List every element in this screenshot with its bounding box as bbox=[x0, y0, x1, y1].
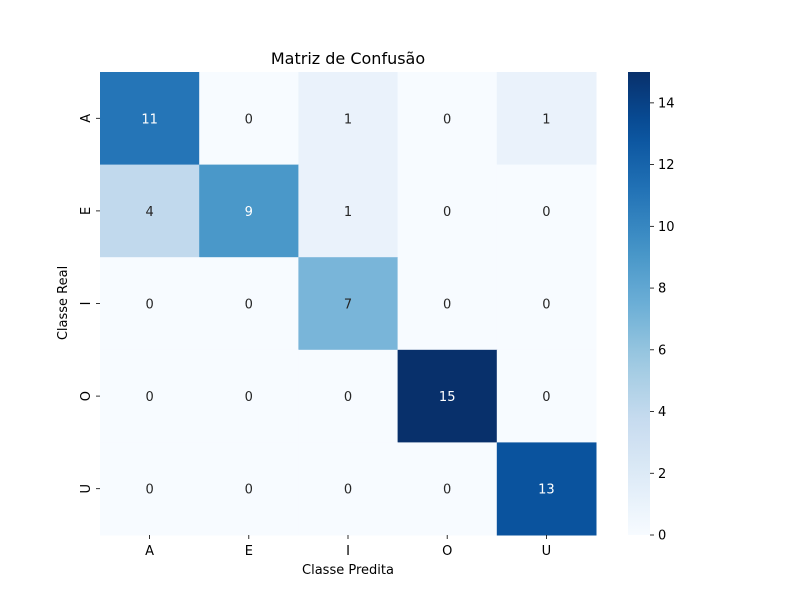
cell-value-label: 13 bbox=[538, 483, 555, 498]
x-tick-label: E bbox=[245, 544, 253, 559]
y-axis-label: Classe Real bbox=[56, 266, 71, 340]
colorbar-tick-label: 10 bbox=[658, 220, 675, 235]
heatmap-cell bbox=[298, 72, 399, 166]
cell-value-label: 0 bbox=[542, 298, 550, 313]
cell-value-label: 15 bbox=[439, 390, 456, 405]
cell-value-label: 0 bbox=[542, 390, 550, 405]
heatmap-cell bbox=[397, 164, 498, 258]
heatmap-cell bbox=[298, 442, 399, 536]
y-axis-ticks: A E I O U bbox=[79, 114, 100, 494]
cell-value-label: 1 bbox=[344, 205, 352, 220]
cell-value-label: 11 bbox=[141, 112, 158, 127]
heatmap-cells: 11 0 1 0 1 4 9 1 0 0 0 0 7 0 0 0 0 0 15 0 0 0 0 0 13 bbox=[100, 72, 597, 536]
colorbar-tick-label: 4 bbox=[658, 405, 666, 420]
heatmap-cell bbox=[397, 72, 498, 166]
cell-value-label: 0 bbox=[443, 483, 451, 498]
cell-value-label: 0 bbox=[145, 390, 153, 405]
cell-value-label: 0 bbox=[443, 112, 451, 127]
cell-value-label: 0 bbox=[245, 390, 253, 405]
heatmap-cell bbox=[397, 442, 498, 536]
y-tick-label: U bbox=[79, 484, 94, 494]
heatmap-cell bbox=[100, 164, 200, 258]
y-tick-label: O bbox=[79, 391, 94, 401]
y-tick-label: E bbox=[79, 207, 94, 215]
y-tick-label: A bbox=[79, 114, 94, 123]
heatmap-cell bbox=[199, 72, 299, 166]
cell-value-label: 4 bbox=[145, 205, 153, 220]
cell-value-label: 9 bbox=[245, 205, 253, 220]
heatmap-cell bbox=[199, 349, 299, 443]
x-tick-label: I bbox=[346, 544, 350, 559]
colorbar-tick-label: 8 bbox=[658, 282, 666, 297]
heatmap-cell bbox=[496, 257, 597, 351]
x-tick-label: A bbox=[145, 544, 154, 559]
cell-value-label: 0 bbox=[344, 390, 352, 405]
cell-value-label: 0 bbox=[344, 483, 352, 498]
cell-value-label: 0 bbox=[145, 483, 153, 498]
y-tick-label: I bbox=[79, 302, 94, 306]
heatmap-cell bbox=[199, 257, 299, 351]
heatmap-cell bbox=[100, 257, 200, 351]
heatmap-cell bbox=[100, 442, 200, 536]
heatmap-cell bbox=[397, 257, 498, 351]
cell-value-label: 1 bbox=[344, 112, 352, 127]
heatmap-cell bbox=[496, 72, 597, 166]
colorbar-tick-label: 0 bbox=[658, 529, 666, 544]
heatmap-cell bbox=[199, 442, 299, 536]
cell-value-label: 0 bbox=[145, 298, 153, 313]
heatmap-cell bbox=[298, 164, 399, 258]
cell-value-label: 0 bbox=[245, 298, 253, 313]
cell-value-label: 7 bbox=[344, 298, 352, 313]
heatmap-cell bbox=[397, 349, 498, 443]
cell-value-label: 1 bbox=[542, 112, 550, 127]
heatmap-cell bbox=[100, 349, 200, 443]
colorbar-tick-label: 6 bbox=[658, 343, 666, 358]
colorbar-tick-label: 14 bbox=[658, 96, 675, 111]
colorbar-tick-label: 2 bbox=[658, 467, 666, 482]
heatmap-cell bbox=[496, 164, 597, 258]
heatmap-cell bbox=[199, 164, 299, 258]
heatmap-cell bbox=[298, 349, 399, 443]
colorbar-ticks: 0 2 4 6 8 10 12 14 bbox=[650, 96, 675, 544]
cell-value-label: 0 bbox=[542, 205, 550, 220]
chart-title: Matriz de Confusão bbox=[271, 49, 425, 68]
x-tick-label: O bbox=[442, 544, 452, 559]
colorbar bbox=[628, 72, 650, 535]
x-tick-label: U bbox=[542, 544, 552, 559]
heatmap-cell bbox=[100, 72, 200, 166]
cell-value-label: 0 bbox=[245, 483, 253, 498]
cell-value-label: 0 bbox=[443, 298, 451, 313]
cell-value-label: 0 bbox=[443, 205, 451, 220]
heatmap-cell bbox=[298, 257, 399, 351]
cell-value-label: 0 bbox=[245, 112, 253, 127]
heatmap-cell bbox=[496, 349, 597, 443]
x-axis-label: Classe Predita bbox=[302, 563, 394, 578]
colorbar-tick-label: 12 bbox=[658, 158, 675, 173]
heatmap-cell bbox=[496, 442, 597, 536]
